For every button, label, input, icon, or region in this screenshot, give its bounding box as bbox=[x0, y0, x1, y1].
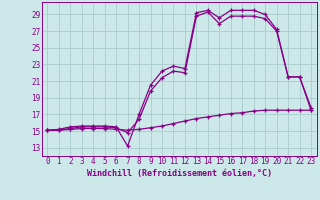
X-axis label: Windchill (Refroidissement éolien,°C): Windchill (Refroidissement éolien,°C) bbox=[87, 169, 272, 178]
